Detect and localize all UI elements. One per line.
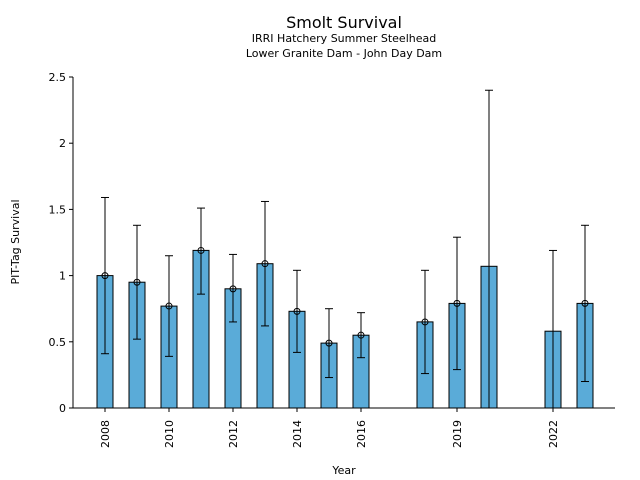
error-bar-2023 (581, 224, 589, 383)
chart-subtitle-line2: Lower Granite Dam - John Day Dam (246, 47, 442, 60)
error-bar-2015 (325, 308, 333, 379)
y-ticks-group: 0 0.5 1 1.5 2 2.5 (49, 71, 73, 415)
y-tick-label: 0.5 (49, 336, 67, 349)
error-bar-2018 (421, 269, 429, 375)
x-tick-label: 2016 (355, 420, 368, 448)
error-bars-group (101, 89, 589, 409)
bars-group (96, 249, 594, 409)
x-axis-label: Year (331, 464, 356, 477)
y-tick-label: 2 (59, 137, 66, 150)
point-marker-2009 (133, 278, 141, 286)
x-ticks-group: 2008 2010 2012 2014 2016 2019 2022 (99, 408, 560, 448)
point-marker-2008 (101, 272, 109, 280)
point-marker-2016 (357, 331, 365, 339)
error-bar-2011 (197, 207, 205, 295)
y-tick-label: 1 (59, 270, 66, 283)
y-tick-label: 1.5 (49, 203, 67, 216)
x-tick-label: 2008 (99, 420, 112, 448)
point-marker-2023 (581, 299, 589, 307)
error-bar-2016 (357, 312, 365, 359)
chart-title: Smolt Survival (286, 13, 402, 32)
point-marker-2010 (165, 302, 173, 310)
y-axis-label: PIT-Tag Survival (9, 199, 22, 284)
error-bar-2013 (261, 200, 269, 327)
x-tick-label: 2019 (451, 420, 464, 448)
x-tick-label: 2012 (227, 420, 240, 448)
error-bar-2012 (229, 253, 237, 323)
x-tick-label: 2022 (547, 420, 560, 448)
error-bar-2009 (133, 224, 141, 340)
point-marker-2015 (325, 339, 333, 347)
chart-subtitle-line1: IRRI Hatchery Summer Steelhead (252, 32, 436, 45)
point-marker-2013 (261, 260, 269, 268)
x-tick-label: 2010 (163, 420, 176, 448)
error-bar-2010 (165, 255, 173, 357)
y-tick-label: 0 (59, 402, 66, 415)
y-tick-label: 2.5 (49, 71, 67, 84)
point-marker-2019 (453, 299, 461, 307)
error-bar-2019 (453, 236, 461, 371)
error-bar-2014 (293, 269, 301, 353)
x-tick-label: 2014 (291, 420, 304, 448)
point-marker-2018 (421, 318, 429, 326)
point-marker-2011 (197, 246, 205, 254)
point-marker-2012 (229, 285, 237, 293)
point-marker-2014 (293, 307, 301, 315)
error-bar-2008 (101, 196, 109, 355)
